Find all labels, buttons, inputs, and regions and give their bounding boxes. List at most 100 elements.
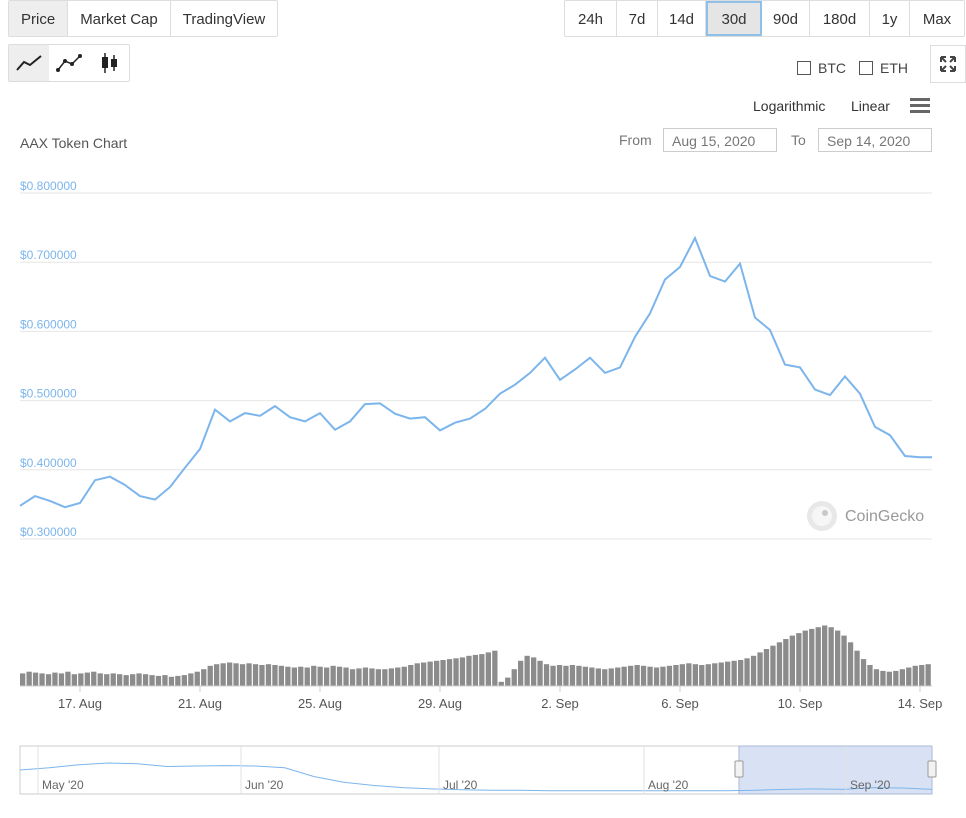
range-90d-button[interactable]: 90d bbox=[762, 1, 810, 36]
to-date-input[interactable]: Sep 14, 2020 bbox=[818, 128, 932, 152]
y-tick-label: $0.800000 bbox=[20, 179, 77, 193]
range-1y-button[interactable]: 1y bbox=[870, 1, 910, 36]
volume-bar bbox=[666, 665, 673, 686]
volume-bar bbox=[815, 627, 821, 686]
volume-bar bbox=[828, 627, 834, 686]
volume-bar bbox=[84, 672, 90, 686]
navigator-selection[interactable] bbox=[738, 745, 933, 795]
volume-bar bbox=[136, 673, 142, 686]
x-tick-label: 29. Aug bbox=[418, 696, 462, 711]
line-chart-button[interactable] bbox=[9, 45, 49, 81]
watermark-text: CoinGecko bbox=[845, 508, 924, 525]
logarithmic-scale-button[interactable]: Logarithmic bbox=[753, 98, 826, 114]
navigator[interactable]: May '20 Jun '20 Jul '20 Aug '20 Sep '20 bbox=[19, 745, 937, 795]
volume-bar bbox=[427, 661, 433, 686]
navigator-right-handle[interactable] bbox=[927, 760, 937, 778]
grid-lines bbox=[20, 192, 932, 540]
volume-bar bbox=[634, 665, 640, 686]
eth-compare-checkbox[interactable]: ETH bbox=[859, 60, 908, 76]
volume-bar bbox=[330, 665, 336, 686]
volume-bar bbox=[531, 657, 537, 686]
volume-bar bbox=[123, 675, 129, 686]
range-180d-button[interactable]: 180d bbox=[810, 1, 870, 36]
volume-bar bbox=[227, 662, 233, 686]
volume-bar bbox=[453, 658, 459, 686]
point-chart-button[interactable] bbox=[49, 45, 89, 81]
volume-bar bbox=[259, 665, 265, 686]
volume-bar bbox=[343, 667, 349, 686]
checkbox-box bbox=[797, 61, 811, 75]
range-24h-button[interactable]: 24h bbox=[565, 1, 617, 36]
navigator-tick-label: Sep '20 bbox=[850, 778, 891, 792]
candlestick-chart-button[interactable] bbox=[89, 45, 129, 81]
volume-bar bbox=[692, 664, 698, 686]
volume-bar bbox=[899, 669, 905, 686]
volume-bar bbox=[582, 666, 588, 686]
x-tick-label: 6. Sep bbox=[661, 696, 699, 711]
btc-label: BTC bbox=[818, 60, 846, 76]
volume-bar bbox=[873, 669, 880, 686]
volume-bar bbox=[304, 667, 310, 686]
volume-bar bbox=[39, 673, 45, 686]
navigator-left-handle[interactable] bbox=[734, 760, 744, 778]
volume-bar bbox=[608, 668, 614, 686]
volume-bar bbox=[563, 665, 569, 686]
volume-bar bbox=[847, 642, 854, 686]
x-tick-label: 17. Aug bbox=[58, 696, 102, 711]
line-chart-icon bbox=[16, 55, 42, 71]
volume-bar bbox=[925, 664, 931, 686]
volume-bar bbox=[233, 663, 239, 686]
range-max-button[interactable]: Max bbox=[922, 11, 952, 28]
chart-menu-button[interactable] bbox=[910, 98, 930, 116]
volume-bar bbox=[440, 660, 446, 686]
volume-bar bbox=[621, 666, 627, 686]
volume-bar bbox=[466, 655, 472, 686]
volume-bar bbox=[718, 662, 724, 686]
volume-bar bbox=[628, 665, 634, 686]
volume-bar bbox=[763, 649, 770, 686]
volume-bar bbox=[459, 657, 466, 686]
volume-bar bbox=[382, 669, 388, 686]
volume-bar bbox=[485, 652, 491, 686]
volume-bar bbox=[181, 675, 187, 686]
volume-bar bbox=[906, 667, 912, 686]
range-14d-button[interactable]: 14d bbox=[658, 1, 706, 36]
range-7d-button[interactable]: 7d bbox=[617, 1, 658, 36]
volume-bar bbox=[589, 667, 595, 686]
btc-compare-checkbox[interactable]: BTC bbox=[797, 60, 846, 76]
volume-bar bbox=[91, 671, 97, 686]
volume-bar bbox=[750, 655, 757, 686]
volume-bar bbox=[776, 642, 783, 686]
volume-bar bbox=[414, 663, 420, 686]
volume-bar bbox=[52, 672, 58, 686]
volume-bar bbox=[349, 669, 356, 686]
navigator-tick-label: Jul '20 bbox=[443, 778, 478, 792]
fullscreen-button[interactable] bbox=[930, 45, 966, 83]
tab-market-cap[interactable]: Market Cap bbox=[68, 1, 171, 36]
tab-tradingview[interactable]: TradingView bbox=[182, 11, 266, 28]
volume-bar bbox=[835, 630, 841, 686]
linear-scale-button[interactable]: Linear bbox=[851, 98, 890, 114]
volume-bar bbox=[647, 666, 653, 686]
volume-bar bbox=[854, 650, 860, 686]
eth-label: ETH bbox=[880, 60, 908, 76]
volume-bar bbox=[311, 665, 317, 686]
volume-bar bbox=[97, 673, 103, 686]
volume-bar bbox=[324, 667, 330, 686]
volume-bar bbox=[336, 666, 343, 686]
volume-bar bbox=[162, 675, 168, 686]
volume-bar bbox=[640, 665, 647, 686]
volume-bar bbox=[401, 666, 407, 686]
tab-price[interactable]: Price bbox=[9, 1, 69, 36]
volume-bar bbox=[686, 663, 692, 686]
from-date-input[interactable]: Aug 15, 2020 bbox=[663, 128, 777, 152]
volume-bar bbox=[543, 664, 550, 686]
navigator-line bbox=[19, 762, 933, 792]
range-30d-button[interactable]: 30d bbox=[706, 1, 762, 36]
volume-bar bbox=[362, 667, 369, 686]
volume-bar bbox=[421, 662, 427, 686]
volume-bar bbox=[26, 671, 32, 686]
volume-bar bbox=[434, 660, 440, 686]
y-tick-label: $0.400000 bbox=[20, 456, 77, 470]
volume-bar bbox=[220, 663, 226, 686]
